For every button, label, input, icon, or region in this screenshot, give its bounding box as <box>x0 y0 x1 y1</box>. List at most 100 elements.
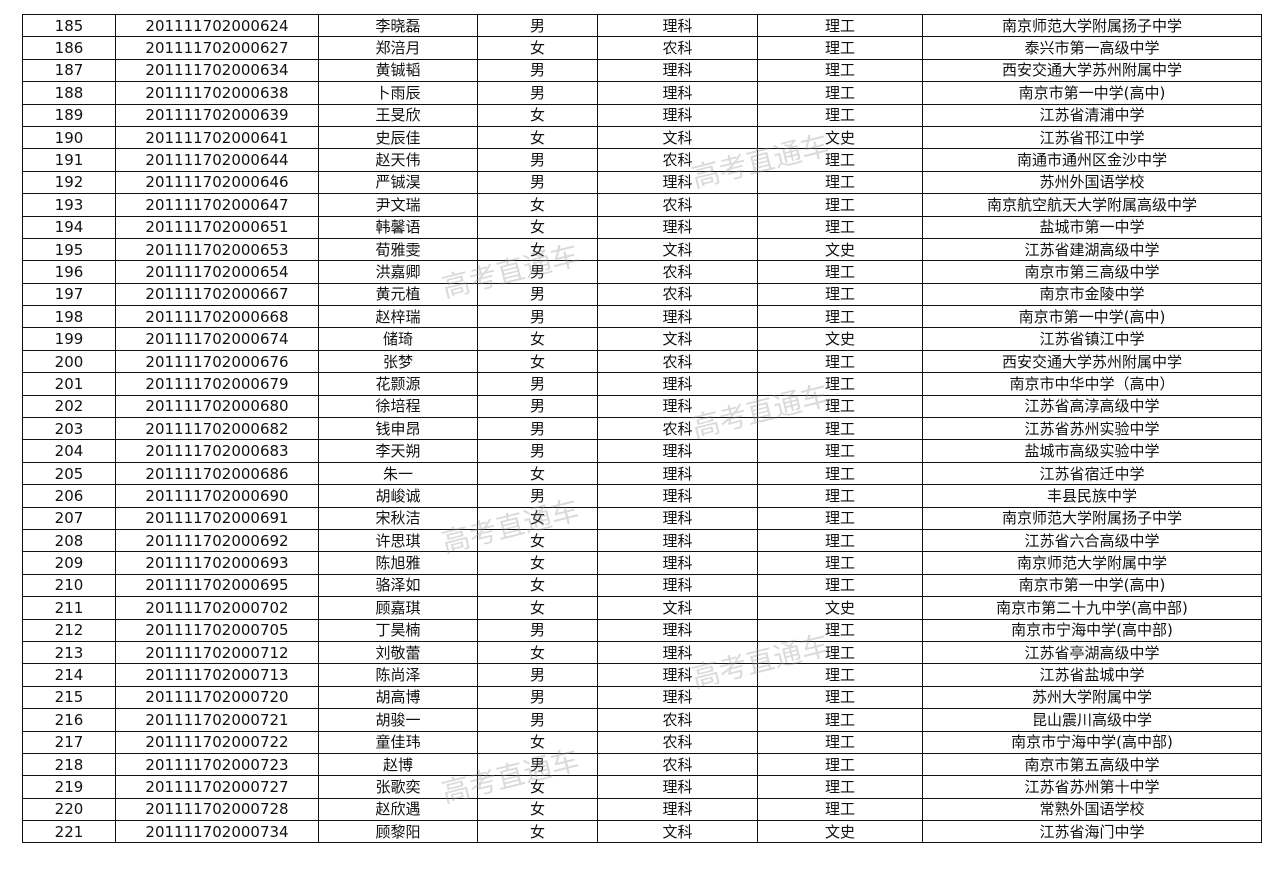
student-name: 洪嘉卿 <box>318 260 478 284</box>
table-row: 210 201111702000695 骆泽如女理科 理工 南京市第一中学(高中) <box>22 573 1262 598</box>
gender: 女 <box>477 596 598 620</box>
school: 江苏省建湖高级中学 <box>922 237 1262 262</box>
subject-type: 农科 <box>597 708 758 732</box>
student-name: 刘敬蕾 <box>318 640 478 665</box>
category: 理工 <box>757 752 923 777</box>
gender: 男 <box>477 394 598 419</box>
exam-id: 201111702000728 <box>115 797 319 822</box>
school: 江苏省盐城中学 <box>922 663 1262 687</box>
row-number: 212 <box>22 618 116 642</box>
exam-id: 201111702000638 <box>115 81 319 105</box>
exam-id: 201111702000679 <box>115 372 319 396</box>
gender: 女 <box>477 573 598 598</box>
category: 理工 <box>757 797 923 822</box>
school: 江苏省镇江中学 <box>922 327 1262 351</box>
table-row: 200 201111702000676 张梦女农科 理工 西安交通大学苏州附属中学 <box>22 349 1262 374</box>
subject-type: 理科 <box>597 372 758 396</box>
student-name: 丁昊楠 <box>318 618 478 642</box>
row-number: 221 <box>22 820 116 844</box>
student-name: 尹文瑞 <box>318 193 478 217</box>
gender: 女 <box>477 506 598 530</box>
subject-type: 农科 <box>597 349 758 374</box>
gender: 女 <box>477 775 598 799</box>
row-number: 198 <box>22 305 116 329</box>
category: 理工 <box>757 506 923 530</box>
row-number: 194 <box>22 215 116 239</box>
row-number: 210 <box>22 573 116 598</box>
gender: 男 <box>477 439 598 463</box>
table-row: 212 201111702000705 丁昊楠男理科 理工 南京市宁海中学(高中部) <box>22 618 1262 642</box>
exam-id: 201111702000639 <box>115 103 319 127</box>
school: 西安交通大学苏州附属中学 <box>922 58 1262 83</box>
row-number: 204 <box>22 439 116 463</box>
table-row: 220 201111702000728 赵欣遇女理科 理工 常熟外国语学校 <box>22 797 1262 822</box>
subject-type: 农科 <box>597 260 758 284</box>
gender: 男 <box>477 417 598 441</box>
table-row: 205 201111702000686 朱一女理科 理工 江苏省宿迁中学 <box>22 461 1262 486</box>
gender: 男 <box>477 752 598 777</box>
exam-id: 201111702000667 <box>115 282 319 307</box>
exam-id: 201111702000634 <box>115 58 319 83</box>
gender: 女 <box>477 797 598 822</box>
admission-list-table: 185 201111702000624 李晓磊男理科 理工 南京师范大学附属扬子中学 18… <box>22 13 1262 844</box>
category: 理工 <box>757 663 923 687</box>
row-number: 217 <box>22 730 116 754</box>
school: 南京市第一中学(高中) <box>922 305 1262 329</box>
exam-id: 201111702000690 <box>115 484 319 508</box>
exam-id: 201111702000705 <box>115 618 319 642</box>
gender: 男 <box>477 708 598 732</box>
school: 南京师范大学附属中学 <box>922 551 1262 575</box>
student-name: 赵博 <box>318 752 478 777</box>
gender: 女 <box>477 820 598 844</box>
subject-type: 理科 <box>597 775 758 799</box>
table-row: 185 201111702000624 李晓磊男理科 理工 南京师范大学附属扬子中学 <box>22 13 1262 38</box>
exam-id: 201111702000624 <box>115 13 319 38</box>
gender: 女 <box>477 327 598 351</box>
table-row: 194 201111702000651 韩馨语女理科 理工 盐城市第一中学 <box>22 215 1262 239</box>
table-row: 199 201111702000674 储琦女文科 文史 江苏省镇江中学 <box>22 327 1262 351</box>
subject-type: 文科 <box>597 820 758 844</box>
category: 文史 <box>757 596 923 620</box>
row-number: 193 <box>22 193 116 217</box>
school: 苏州外国语学校 <box>922 170 1262 195</box>
table-row: 195 201111702000653 荀雅雯女文科 文史 江苏省建湖高级中学 <box>22 237 1262 262</box>
student-name: 韩馨语 <box>318 215 478 239</box>
gender: 女 <box>477 640 598 665</box>
student-name: 史辰佳 <box>318 125 478 150</box>
category: 理工 <box>757 372 923 396</box>
subject-type: 理科 <box>597 551 758 575</box>
row-number: 205 <box>22 461 116 486</box>
table-row: 201 201111702000679 花颢源男理科 理工 南京市中华中学（高中） <box>22 372 1262 396</box>
row-number: 189 <box>22 103 116 127</box>
row-number: 186 <box>22 36 116 60</box>
subject-type: 农科 <box>597 193 758 217</box>
row-number: 187 <box>22 58 116 83</box>
category: 理工 <box>757 394 923 419</box>
gender: 女 <box>477 193 598 217</box>
exam-id: 201111702000727 <box>115 775 319 799</box>
subject-type: 理科 <box>597 13 758 38</box>
school: 常熟外国语学校 <box>922 797 1262 822</box>
exam-id: 201111702000720 <box>115 685 319 710</box>
table-row: 198 201111702000668 赵梓瑞男理科 理工 南京市第一中学(高中) <box>22 305 1262 329</box>
category: 理工 <box>757 618 923 642</box>
gender: 女 <box>477 551 598 575</box>
table-row: 190 201111702000641 史辰佳女文科 文史 江苏省邗江中学 <box>22 125 1262 150</box>
subject-type: 理科 <box>597 215 758 239</box>
gender: 男 <box>477 282 598 307</box>
row-number: 209 <box>22 551 116 575</box>
category: 理工 <box>757 103 923 127</box>
category: 理工 <box>757 417 923 441</box>
subject-type: 理科 <box>597 663 758 687</box>
school: 南京市金陵中学 <box>922 282 1262 307</box>
exam-id: 201111702000721 <box>115 708 319 732</box>
table-row: 203 201111702000682 钱申昂男农科 理工 江苏省苏州实验中学 <box>22 417 1262 441</box>
category: 文史 <box>757 820 923 844</box>
student-name: 黄元植 <box>318 282 478 307</box>
subject-type: 理科 <box>597 685 758 710</box>
table-row: 197 201111702000667 黄元植男农科 理工 南京市金陵中学 <box>22 282 1262 307</box>
category: 理工 <box>757 260 923 284</box>
category: 理工 <box>757 461 923 486</box>
gender: 男 <box>477 81 598 105</box>
category: 理工 <box>757 730 923 754</box>
